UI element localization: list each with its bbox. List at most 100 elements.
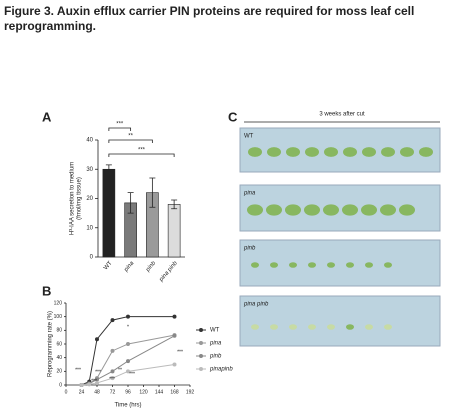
y-tick-label: 60 [56,341,62,347]
error-bar [149,177,156,208]
photo [239,295,441,347]
plant [361,204,377,216]
significance-label: *** [129,371,135,377]
plant [251,324,259,330]
data-point [172,362,177,367]
plant [308,262,316,268]
x-tick-label: 72 [110,389,116,395]
plant [400,147,414,157]
data-point [126,314,130,319]
plant [365,262,373,268]
data-point [95,337,99,342]
plant [342,204,358,216]
photo-label: pina pinb [243,302,269,308]
plant [419,147,433,157]
significance-label: *** [75,367,81,373]
y-tick-label: 10 [86,225,93,231]
x-tick-label: 24 [79,389,85,395]
significance-label: *** [116,122,124,128]
plant [270,262,278,268]
y-tick-label: 20 [86,196,93,202]
photo-label: WT [244,134,254,140]
x-tick-label: WT [103,260,114,271]
y-tick-label: 100 [54,314,63,320]
x-tick-label: 48 [94,389,100,395]
plant [285,204,301,216]
data-point [172,314,177,319]
panel-label: C [228,109,238,124]
x-tick-label: 168 [170,389,179,395]
legend-marker [199,367,203,371]
data-point [126,359,130,364]
plant [305,147,319,157]
plant [267,147,281,157]
significance-label: *** [91,378,97,384]
figure-title: reprogramming. [4,19,96,33]
significance-bracket [108,127,132,131]
legend-label: pinb [209,354,222,360]
plant [286,147,300,157]
x-tick-label: 120 [139,389,148,395]
plant [304,204,320,216]
error-bar [105,164,112,175]
y-tick-label: 120 [54,300,63,306]
legend-label: pinapinb [209,367,233,373]
plant [362,147,376,157]
data-point [110,348,115,353]
data-point [87,382,92,387]
data-point [79,383,84,387]
plant [266,204,282,216]
x-tick-label: 192 [186,389,195,395]
legend-marker [199,354,203,358]
data-point [126,342,130,346]
significance-label: * [127,324,129,330]
plant [384,262,392,268]
plant [248,147,262,157]
data-point [172,333,177,338]
bar [102,168,116,258]
plant [324,147,338,157]
significance-bracket [108,153,175,157]
plant [384,324,392,330]
plant [270,324,278,330]
panel-label: A [42,109,52,124]
photo [239,239,441,287]
y-tick-label: 20 [56,369,62,375]
plant [247,204,263,216]
data-point [110,369,115,374]
y-tick-label: 80 [56,328,62,334]
panel-header: 3 weeks after cut [319,112,365,118]
plant [308,324,316,330]
plant [343,147,357,157]
plant [399,204,415,216]
significance-label: *** [109,376,115,382]
y-tick-label: 30 [86,167,93,173]
photo-label: pina [243,191,256,197]
plant [346,324,354,330]
y-tick-label: 40 [56,355,62,361]
data-point [110,376,115,381]
plant [323,204,339,216]
photo-label: pinb [243,246,256,252]
plant [327,324,335,330]
legend-marker [199,328,203,332]
panel-label: B [42,283,51,298]
error-bar [127,192,134,214]
significance-label: *** [95,369,101,375]
error-bar [171,199,178,210]
y-axis-label: H³-IAA secretion to medium [70,162,76,235]
plant [346,262,354,268]
x-axis-label: Time (hrs) [114,403,141,409]
legend-label: pina [209,341,222,347]
plant [381,147,395,157]
x-tick-label: 144 [155,389,164,395]
significance-label: ** [118,367,122,373]
plant [289,262,297,268]
plant [327,262,335,268]
data-point [95,377,99,382]
y-axis-label: Reprogramming rate (%) [48,311,54,377]
data-point [110,318,115,323]
y-axis-label: (fmol/mg tissue) [77,177,83,220]
data-point [126,369,130,374]
